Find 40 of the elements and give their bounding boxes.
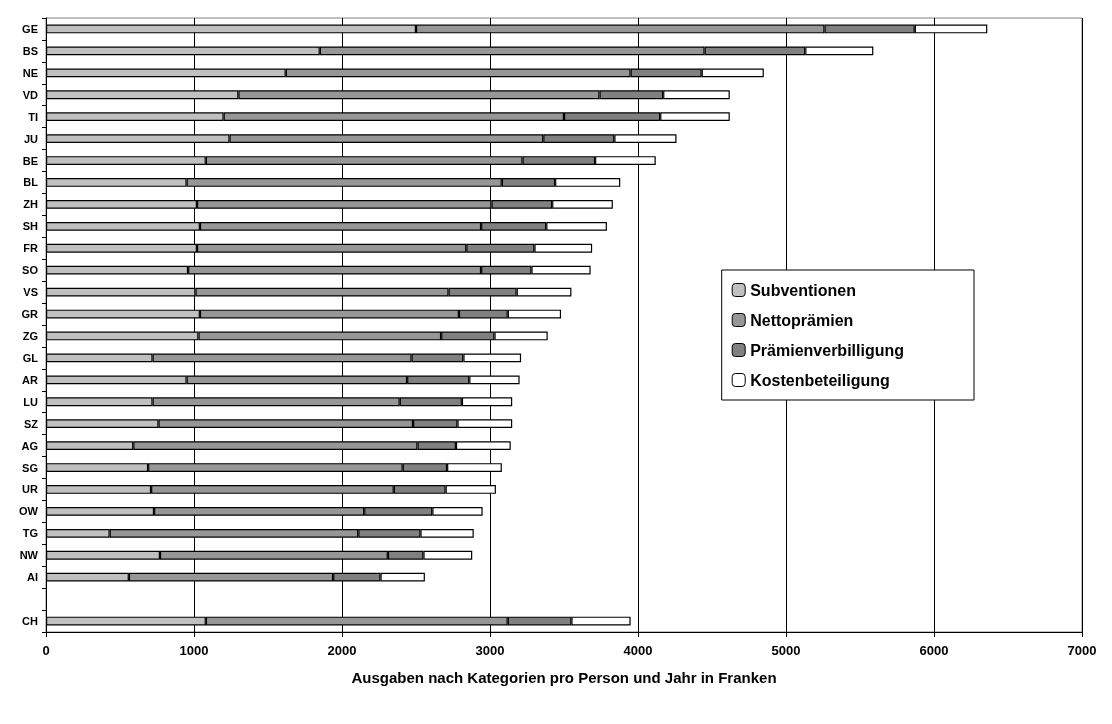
y-tick-label: OW	[19, 505, 39, 518]
x-axis-title: Ausgaben nach Kategorien pro Person und Jahr in Franken	[351, 669, 777, 686]
x-tick-label: 0	[42, 643, 50, 658]
x-tick-label: 2000	[327, 643, 357, 658]
y-tick-label: JU	[23, 132, 39, 145]
x-tick-label: 4000	[623, 643, 653, 658]
y-tick-label: VS	[23, 286, 38, 299]
y-tick-label: AR	[22, 373, 39, 386]
y-tick-label: BL	[23, 176, 39, 189]
y-tick-label: AI	[27, 571, 38, 584]
x-tick-label: 6000	[919, 643, 949, 658]
y-tick-label: SG	[22, 461, 38, 474]
y-tick-label: AG	[21, 439, 38, 452]
legend-label: Prämienverbilligung	[750, 341, 904, 359]
y-tick-label: GL	[22, 351, 39, 364]
y-tick-label: NE	[22, 66, 38, 79]
y-tick-label: BS	[22, 44, 38, 57]
y-tick-label: CH	[22, 615, 39, 628]
x-tick-label: 1000	[179, 643, 209, 658]
x-tick-label: 5000	[771, 643, 801, 658]
y-tick-label: BE	[22, 154, 38, 167]
legend-label: Kostenbeteiligung	[750, 371, 890, 389]
y-tick-label: ZG	[22, 329, 38, 342]
y-tick-label: TI	[28, 110, 38, 123]
y-tick-label: GE	[22, 22, 38, 35]
y-tick-label: LU	[23, 395, 39, 408]
y-tick-label: VD	[22, 88, 39, 101]
y-tick-label: TG	[22, 527, 38, 540]
y-tick-label: SZ	[23, 417, 39, 430]
legend-label: Subventionen	[750, 281, 856, 299]
legend-label: Nettoprämien	[750, 311, 854, 329]
y-tick-label: SO	[22, 264, 39, 277]
y-tick-label: ZH	[23, 198, 39, 211]
y-tick-label: NW	[19, 549, 39, 562]
x-tick-label: 3000	[475, 643, 505, 658]
y-tick-label: GR	[21, 308, 39, 321]
y-tick-label: SH	[22, 220, 39, 233]
y-tick-label: UR	[22, 483, 39, 496]
y-tick-label: FR	[23, 242, 39, 255]
x-tick-label: 7000	[1067, 643, 1097, 658]
